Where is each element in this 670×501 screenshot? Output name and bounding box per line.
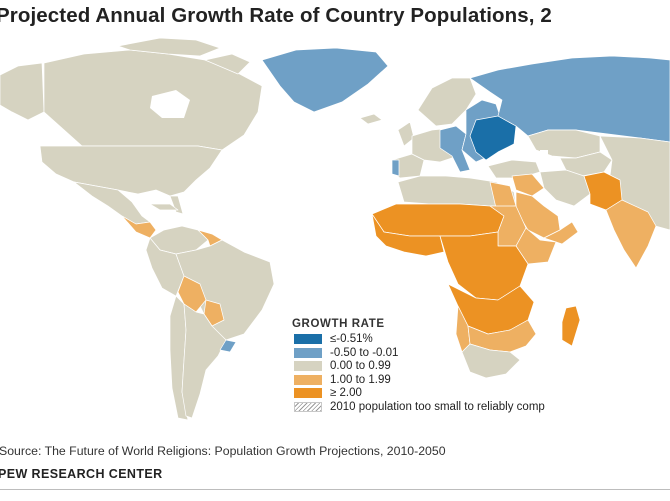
region-baffin bbox=[204, 53, 251, 75]
region-south-africa bbox=[461, 343, 521, 379]
region-alaska bbox=[0, 62, 45, 121]
legend-swatch bbox=[294, 334, 322, 344]
legend-heading: GROWTH RATE bbox=[292, 318, 385, 330]
region-hudson-bay bbox=[150, 90, 190, 118]
legend-label: ≥ 2.00 bbox=[330, 387, 362, 400]
region-iceland bbox=[359, 113, 383, 125]
legend-swatch bbox=[294, 374, 322, 385]
region-russia bbox=[469, 55, 670, 143]
map-title: Projected Annual Growth Rate of Country … bbox=[0, 4, 552, 27]
region-portugal bbox=[391, 159, 400, 177]
legend-item: 0.00 to 0.99 bbox=[292, 360, 670, 374]
region-florida bbox=[169, 195, 184, 215]
region-yemen-oman bbox=[543, 221, 579, 245]
legend-label: 1.00 to 1.99 bbox=[330, 373, 391, 386]
legend-item: -0.50 to -0.01 bbox=[292, 347, 670, 361]
source-note: Source: The Future of World Religions: P… bbox=[0, 444, 446, 458]
legend-label: 2010 population too small to reliably co… bbox=[330, 400, 545, 413]
legend-swatch bbox=[294, 347, 322, 358]
region-iran bbox=[539, 169, 591, 207]
region-uk bbox=[397, 121, 415, 147]
region-caspian bbox=[540, 150, 548, 168]
region-central-america bbox=[121, 215, 157, 239]
legend-swatch bbox=[294, 388, 322, 399]
legend-item: ≥ 2.00 bbox=[292, 387, 670, 401]
legend-label: 0.00 to 0.99 bbox=[330, 360, 391, 373]
legend-swatch bbox=[294, 361, 322, 372]
divider bbox=[0, 489, 670, 490]
region-argentina bbox=[181, 303, 227, 419]
region-west-africa bbox=[371, 213, 445, 257]
region-cuba bbox=[149, 203, 179, 211]
region-india bbox=[605, 199, 657, 269]
region-kazakhstan bbox=[527, 129, 601, 159]
legend-label: ≤-0.51% bbox=[330, 333, 373, 345]
legend-item: 2010 population too small to reliably co… bbox=[292, 401, 670, 415]
organization-label: PEW RESEARCH CENTER bbox=[0, 467, 163, 481]
map-legend: GROWTH RATE ≤-0.51% -0.50 to -0.01 0.00 … bbox=[292, 318, 670, 415]
region-usa bbox=[39, 145, 223, 197]
region-arctic-islands bbox=[117, 37, 221, 57]
region-uruguay bbox=[219, 339, 237, 353]
legend-item: ≤-0.51% bbox=[292, 333, 670, 347]
world-map bbox=[0, 37, 670, 421]
legend-label: -0.50 to -0.01 bbox=[330, 346, 399, 359]
region-scandinavia bbox=[417, 77, 477, 127]
region-madagascar bbox=[561, 305, 581, 347]
region-germany-italy bbox=[439, 125, 471, 173]
region-central-africa bbox=[439, 231, 529, 301]
legend-swatch-hatched bbox=[294, 401, 322, 412]
region-sahel bbox=[371, 203, 505, 237]
region-iraq-syria bbox=[511, 173, 545, 197]
region-greenland bbox=[261, 47, 389, 113]
legend-item: 1.00 to 1.99 bbox=[292, 374, 670, 388]
region-paraguay bbox=[203, 299, 225, 327]
